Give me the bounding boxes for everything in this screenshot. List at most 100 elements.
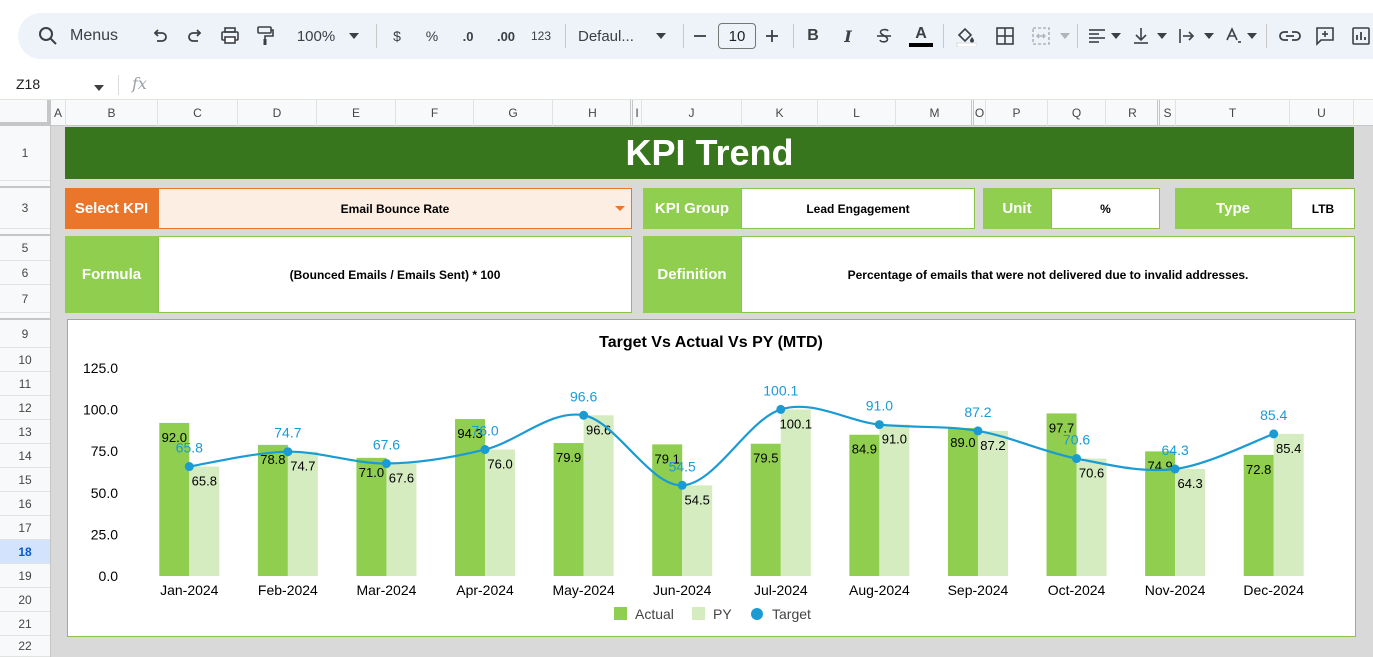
text-color-button[interactable]: A (909, 24, 933, 48)
name-box[interactable]: Z18 (16, 76, 41, 92)
row-header[interactable] (0, 181, 50, 188)
column-header[interactable]: Q (1048, 100, 1106, 126)
column-header[interactable]: D (238, 100, 317, 126)
column-header[interactable]: U (1290, 100, 1354, 126)
chevron-down-icon[interactable] (94, 78, 104, 96)
chevron-down-icon[interactable] (1110, 24, 1122, 48)
bold-button[interactable]: B (802, 24, 824, 48)
column-header[interactable]: M (896, 100, 974, 126)
insert-link-icon[interactable] (1278, 24, 1302, 48)
y-tick-label: 0.0 (99, 568, 119, 584)
column-header[interactable]: C (158, 100, 238, 126)
insert-comment-icon[interactable] (1314, 24, 1336, 48)
row-header[interactable]: 10 (0, 348, 50, 372)
increase-decimal-button[interactable]: .00 (492, 24, 520, 48)
zoom-select[interactable]: 100% (290, 24, 342, 48)
column-header[interactable]: A (51, 100, 66, 126)
column-header[interactable]: I (633, 100, 642, 126)
row-header[interactable]: 18 (0, 540, 50, 564)
minus-icon[interactable] (690, 24, 710, 48)
column-header[interactable]: O (974, 100, 986, 126)
plus-icon[interactable] (762, 24, 782, 48)
decrease-decimal-button[interactable]: .0 (455, 24, 481, 48)
actual-bar (455, 419, 486, 576)
dropdown-arrow-icon[interactable] (615, 206, 625, 211)
row-header[interactable]: 1 (0, 126, 50, 181)
redo-icon[interactable] (184, 24, 206, 48)
formula-divider (118, 75, 119, 95)
row-header[interactable]: 21 (0, 612, 50, 636)
undo-icon[interactable] (149, 24, 171, 48)
percent-format-button[interactable]: % (421, 24, 443, 48)
search-icon[interactable] (36, 24, 60, 48)
font-size-input[interactable]: 10 (718, 23, 756, 49)
chevron-down-icon[interactable] (1246, 24, 1258, 48)
hidden-column-marker[interactable] (630, 100, 633, 126)
row-header[interactable] (0, 229, 50, 236)
chevron-down-icon[interactable] (1203, 24, 1215, 48)
row-header[interactable]: 5 (0, 236, 50, 261)
py-data-label: 100.1 (780, 416, 813, 431)
row-header[interactable]: 7 (0, 285, 50, 313)
row-header[interactable]: 17 (0, 516, 50, 540)
row-header[interactable]: 3 (0, 188, 50, 229)
column-header[interactable]: J (642, 100, 742, 126)
row-header[interactable]: 11 (0, 372, 50, 396)
row-header[interactable] (0, 313, 50, 320)
row-header[interactable]: 6 (0, 261, 50, 285)
chevron-down-icon[interactable] (1156, 24, 1168, 48)
py-bar (682, 485, 713, 576)
font-family-select[interactable]: Defaul... (578, 24, 648, 48)
column-header[interactable]: S (1160, 100, 1176, 126)
row-header[interactable]: 14 (0, 444, 50, 468)
row-header[interactable]: 22 (0, 636, 50, 657)
actual-bar (652, 444, 683, 576)
x-tick-label: May-2024 (552, 582, 614, 598)
insert-chart-icon[interactable] (1350, 24, 1372, 48)
legend-actual-swatch (614, 607, 627, 620)
paint-format-icon[interactable] (254, 24, 276, 48)
column-header[interactable]: F (396, 100, 474, 126)
column-header[interactable]: P (986, 100, 1048, 126)
strikethrough-icon[interactable] (873, 24, 895, 48)
column-header[interactable]: R (1106, 100, 1160, 126)
column-header[interactable]: E (317, 100, 396, 126)
kpi-trend-chart[interactable]: Target Vs Actual Vs PY (MTD) 0.0 25.0 50.0 7… (67, 319, 1356, 637)
print-icon[interactable] (219, 24, 241, 48)
borders-icon[interactable] (994, 24, 1016, 48)
chevron-down-icon[interactable] (653, 24, 669, 48)
x-tick-label: Apr-2024 (456, 582, 514, 598)
target-point (973, 426, 983, 436)
row-header[interactable]: 20 (0, 588, 50, 612)
actual-bar (849, 434, 880, 576)
chevron-down-icon[interactable] (346, 24, 362, 48)
align-left-icon[interactable] (1086, 24, 1108, 48)
column-header[interactable]: T (1176, 100, 1290, 126)
vertical-align-icon[interactable] (1131, 24, 1151, 48)
row-header[interactable]: 12 (0, 396, 50, 420)
select-all-corner[interactable] (0, 100, 51, 126)
row-header[interactable]: 15 (0, 468, 50, 492)
italic-button[interactable]: I (837, 24, 859, 48)
currency-format-button[interactable]: $ (386, 24, 408, 48)
hidden-column-marker[interactable] (1157, 100, 1160, 126)
currency-label: $ (393, 28, 401, 44)
column-header[interactable]: L (818, 100, 896, 126)
column-header[interactable]: B (66, 100, 158, 126)
row-header[interactable]: 9 (0, 320, 50, 348)
number-format-button[interactable]: 123 (529, 24, 553, 48)
column-header[interactable]: K (742, 100, 818, 126)
row-header[interactable]: 13 (0, 420, 50, 444)
text-wrap-icon[interactable] (1177, 24, 1197, 48)
target-point (776, 404, 786, 414)
function-icon: fx (132, 74, 147, 93)
hidden-column-marker[interactable] (971, 100, 974, 126)
fill-color-icon[interactable] (954, 24, 978, 48)
column-header[interactable]: G (474, 100, 553, 126)
row-header[interactable]: 19 (0, 564, 50, 588)
menus-button[interactable]: Menus (66, 24, 122, 48)
row-header[interactable]: 16 (0, 492, 50, 516)
text-rotation-icon[interactable] (1224, 24, 1244, 48)
column-header[interactable]: H (553, 100, 633, 126)
select-kpi-dropdown[interactable]: Email Bounce Rate (158, 188, 632, 229)
